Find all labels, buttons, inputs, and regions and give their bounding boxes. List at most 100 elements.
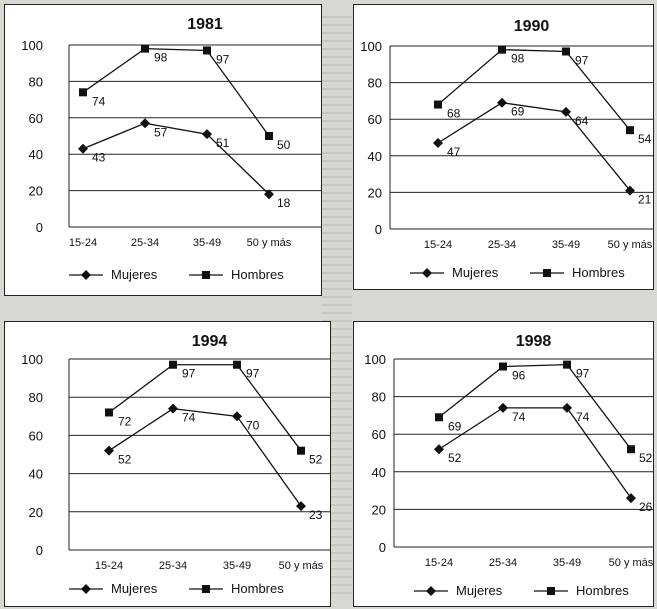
x-tick-label: 35-49 bbox=[223, 560, 251, 572]
data-label: 69 bbox=[448, 419, 462, 433]
data-label: 98 bbox=[511, 52, 525, 66]
y-tick-label: 100 bbox=[21, 352, 43, 367]
data-label: 26 bbox=[639, 500, 653, 514]
x-tick-label: 25-34 bbox=[488, 239, 516, 251]
y-tick-label: 20 bbox=[372, 502, 386, 517]
x-tick-label: 25-34 bbox=[159, 560, 187, 572]
legend-marker-diamond bbox=[422, 268, 432, 278]
data-label: 74 bbox=[576, 410, 590, 424]
data-label: 69 bbox=[511, 105, 525, 119]
chart-panel-1981: 1981 0 20 40 60 80 100 15-24 25-34 35-49 50 y más 4… bbox=[4, 4, 322, 296]
x-tick-label: 15-24 bbox=[425, 557, 453, 569]
data-label: 70 bbox=[246, 418, 260, 432]
y-tick-label: 20 bbox=[29, 184, 43, 199]
data-label: 97 bbox=[576, 367, 590, 381]
chart-panel-1998: 1998 0 20 40 60 80 100 15-24 25-34 35-49 50 y más 5… bbox=[353, 321, 654, 607]
point-hombres bbox=[499, 362, 507, 371]
legend-marker-diamond bbox=[81, 270, 91, 280]
y-tick-label: 80 bbox=[29, 74, 43, 89]
point-mujeres bbox=[497, 97, 507, 108]
x-tick-label: 25-34 bbox=[489, 557, 517, 569]
y-tick-label: 0 bbox=[36, 220, 43, 235]
y-tick-label: 0 bbox=[375, 222, 382, 237]
data-label: 51 bbox=[216, 136, 230, 150]
legend-label: Hombres bbox=[231, 267, 284, 282]
point-hombres bbox=[203, 46, 211, 55]
series-line-hombres bbox=[108, 364, 302, 452]
chart-1981: 1981 0 20 40 60 80 100 15-24 25-34 35-49 50 y más 4… bbox=[21, 16, 321, 282]
data-label: 52 bbox=[118, 453, 132, 467]
legend-marker-diamond bbox=[81, 584, 91, 594]
y-tick-label: 0 bbox=[36, 543, 43, 558]
legend-marker-diamond bbox=[426, 586, 436, 596]
point-hombres bbox=[498, 45, 506, 54]
chart-title: 1981 bbox=[187, 16, 223, 33]
data-label: 47 bbox=[447, 145, 461, 159]
chart-panel-1990: 1990 0 20 40 60 80 100 15-24 25-34 35-49 50 y más 4… bbox=[353, 4, 654, 290]
legend-label: Mujeres bbox=[456, 583, 503, 598]
point-mujeres bbox=[104, 445, 114, 456]
y-tick-label: 20 bbox=[29, 505, 43, 520]
y-tick-label: 60 bbox=[29, 428, 43, 443]
data-label: 21 bbox=[638, 193, 652, 207]
chart-title: 1998 bbox=[516, 333, 552, 350]
point-mujeres bbox=[232, 411, 242, 422]
point-mujeres bbox=[625, 185, 635, 196]
point-mujeres bbox=[626, 493, 636, 504]
data-label: 68 bbox=[447, 107, 461, 121]
point-mujeres bbox=[140, 118, 150, 129]
point-hombres bbox=[627, 445, 635, 454]
data-label: 52 bbox=[309, 453, 323, 467]
chart-1998: 1998 0 20 40 60 80 100 15-24 25-34 35-49 50 y más 5… bbox=[364, 333, 653, 598]
x-tick-label: 35-49 bbox=[553, 557, 581, 569]
point-mujeres bbox=[561, 106, 571, 117]
data-label: 98 bbox=[154, 51, 168, 65]
data-label: 97 bbox=[575, 53, 589, 67]
legend-marker-square bbox=[547, 587, 555, 595]
chart-panel-1994: 1994 0 20 40 60 80 100 15-24 25-34 35-49 50 y más 5… bbox=[4, 321, 331, 607]
data-label: 74 bbox=[92, 94, 106, 108]
data-label: 52 bbox=[448, 451, 462, 465]
point-mujeres bbox=[433, 137, 443, 148]
x-tick-label: 50 y más bbox=[609, 557, 653, 569]
data-label: 57 bbox=[154, 125, 168, 139]
point-mujeres bbox=[296, 501, 306, 512]
data-label: 54 bbox=[638, 132, 652, 146]
y-tick-label: 40 bbox=[29, 147, 43, 162]
series-line-hombres bbox=[437, 49, 631, 131]
point-hombres bbox=[105, 408, 113, 417]
y-tick-label: 40 bbox=[368, 149, 382, 164]
x-tick-label: 15-24 bbox=[424, 239, 452, 251]
y-tick-label: 100 bbox=[21, 38, 43, 53]
chart-1990: 1990 0 20 40 60 80 100 15-24 25-34 35-49 50 y más 4… bbox=[360, 18, 653, 280]
series-line-mujeres bbox=[108, 407, 302, 507]
point-mujeres bbox=[434, 444, 444, 455]
data-label: 97 bbox=[246, 367, 260, 381]
y-tick-label: 80 bbox=[29, 390, 43, 405]
x-tick-label: 15-24 bbox=[69, 237, 97, 249]
legend-label: Mujeres bbox=[111, 581, 158, 596]
x-tick-label: 35-49 bbox=[552, 239, 580, 251]
point-hombres bbox=[141, 44, 149, 53]
data-label: 52 bbox=[639, 451, 653, 465]
chart-title: 1994 bbox=[192, 333, 228, 350]
chart-1994: 1994 0 20 40 60 80 100 15-24 25-34 35-49 50 y más 5… bbox=[21, 333, 330, 596]
point-mujeres bbox=[562, 402, 572, 413]
y-tick-label: 40 bbox=[372, 465, 386, 480]
data-label: 64 bbox=[575, 114, 589, 128]
y-tick-label: 60 bbox=[368, 112, 382, 127]
series-line-mujeres bbox=[438, 407, 632, 499]
y-tick-label: 60 bbox=[29, 111, 43, 126]
point-hombres bbox=[233, 360, 241, 369]
data-label: 96 bbox=[512, 369, 526, 383]
y-tick-label: 80 bbox=[372, 390, 386, 405]
x-tick-label: 50 y más bbox=[247, 237, 292, 249]
data-label: 74 bbox=[512, 410, 526, 424]
series-line-mujeres bbox=[82, 122, 270, 195]
point-mujeres bbox=[168, 403, 178, 414]
x-tick-label: 50 y más bbox=[608, 239, 653, 251]
point-hombres bbox=[79, 88, 87, 97]
legend-label: Hombres bbox=[576, 583, 629, 598]
legend-marker-square bbox=[543, 269, 551, 277]
